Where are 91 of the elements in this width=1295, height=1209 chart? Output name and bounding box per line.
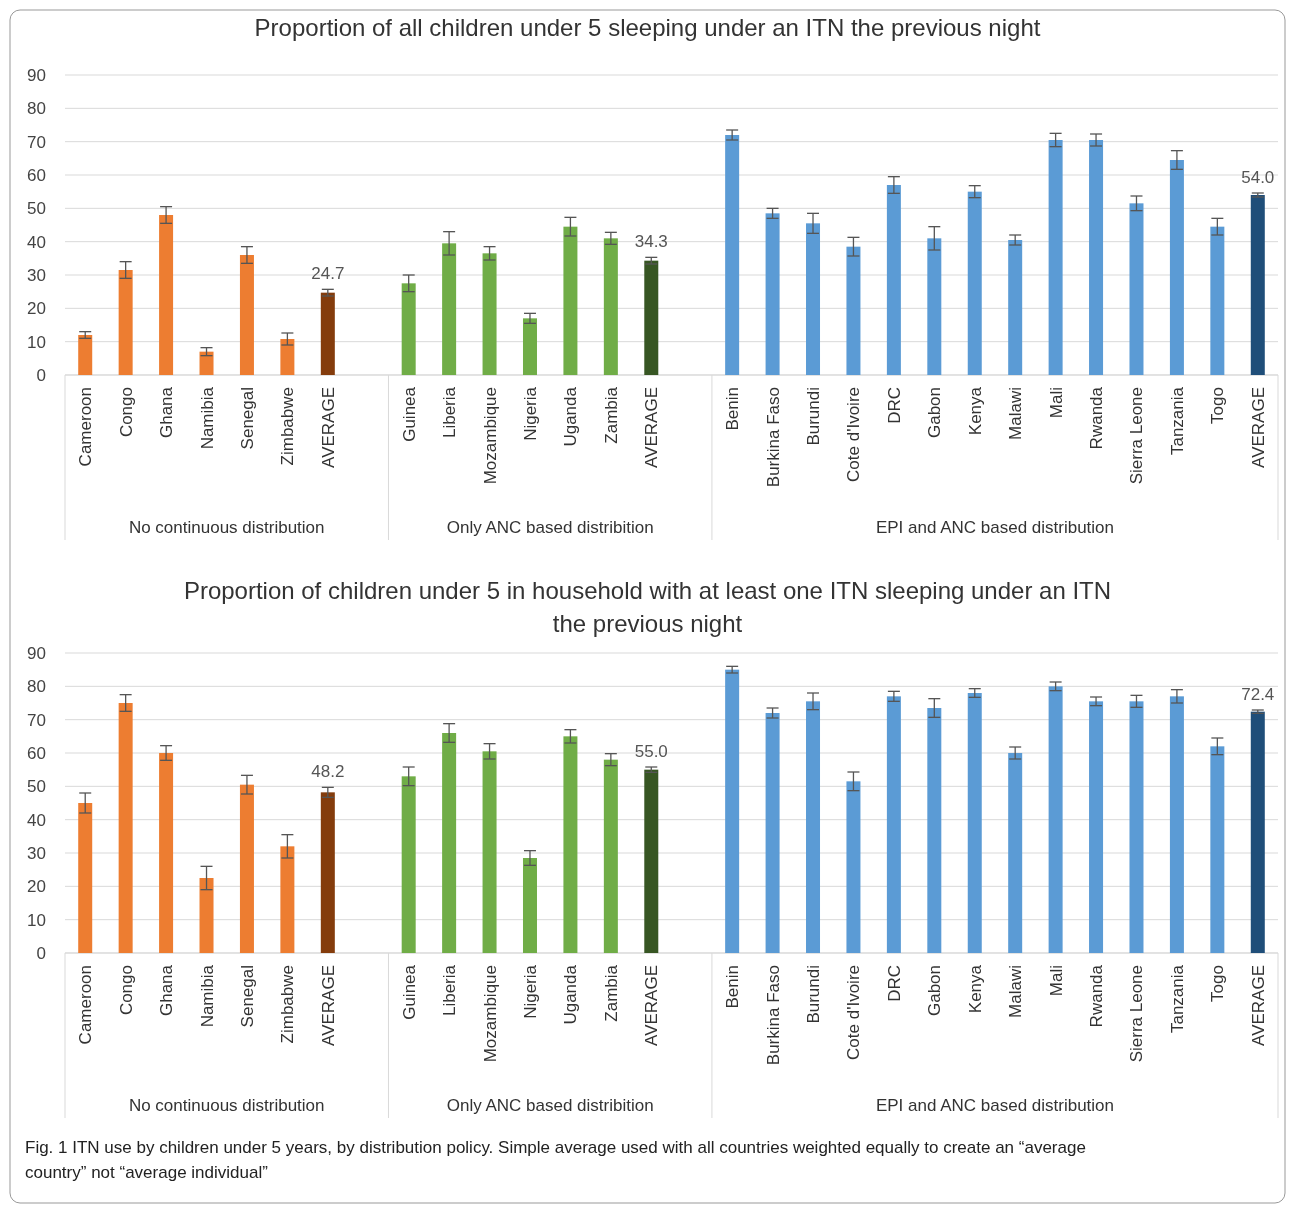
x-tick-label: Burundi xyxy=(804,965,824,1024)
text: Only ANC based distribition xyxy=(446,518,654,537)
x-tick-label: Cote d'Ivoire xyxy=(844,387,864,482)
x-tick-label: Benin xyxy=(723,965,743,1009)
x-tick-label: Rwanda xyxy=(1087,964,1107,1028)
x-tick-label: Ghana xyxy=(157,386,177,439)
y-tick-label: 60 xyxy=(27,165,46,185)
x-tick-label: Togo xyxy=(1208,965,1228,1002)
x-tick-label: Togo xyxy=(1208,387,1228,424)
text: No continuous distribution xyxy=(128,1096,325,1115)
y-tick-label: 30 xyxy=(27,843,46,863)
y-tick-label: 90 xyxy=(27,643,46,663)
x-tick-label: Zimbabwe xyxy=(278,387,298,466)
x-tick-label: Cameroon xyxy=(76,387,96,467)
x-tick-label: AVERAGE xyxy=(1248,965,1268,1046)
x-tick-label: Namibia xyxy=(197,964,217,1028)
text: Only ANC based distribition xyxy=(446,1096,654,1115)
y-tick-label: 90 xyxy=(27,65,46,85)
x-tick-label: Nigeria xyxy=(520,964,540,1019)
x-tick-label: Zambia xyxy=(601,964,621,1022)
y-tick-label: 40 xyxy=(27,232,46,252)
text: EPI and ANC based distribution xyxy=(875,1096,1115,1115)
x-tick-label: AVERAGE xyxy=(642,387,662,468)
y-tick-label: 60 xyxy=(27,743,46,763)
y-tick-label: 70 xyxy=(27,132,46,152)
x-tick-label: Liberia xyxy=(440,386,460,439)
x-tick-label: Malawi xyxy=(1006,387,1026,440)
x-tick-label: AVERAGE xyxy=(642,965,662,1046)
y-tick-label: 20 xyxy=(27,299,46,319)
x-tick-label: Malawi xyxy=(1006,965,1026,1018)
x-tick-label: Mozambique xyxy=(480,387,500,485)
x-tick-label: Zambia xyxy=(601,386,621,444)
y-tick-label: 10 xyxy=(27,910,46,930)
data-label: 54.0 xyxy=(1241,168,1275,187)
x-tick-label: Liberia xyxy=(440,964,460,1017)
x-tick-label: DRC xyxy=(884,965,904,1002)
chart-title: Proportion of children under 5 in household with at least one ITN sleeping under an ITN the previous night xyxy=(183,577,1112,637)
x-tick-label: Rwanda xyxy=(1087,386,1107,450)
x-tick-label: AVERAGE xyxy=(318,387,338,468)
x-tick-label: Kenya xyxy=(965,964,985,1014)
chart-title: Proportion of all children under 5 sleeping under an ITN the previous night xyxy=(254,14,1041,41)
y-tick-label: 80 xyxy=(27,99,46,119)
x-tick-label: Guinea xyxy=(399,964,419,1020)
x-tick-label: Burundi xyxy=(804,387,824,446)
x-tick-label: Senegal xyxy=(237,387,257,450)
x-tick-label: AVERAGE xyxy=(1248,387,1268,468)
data-label: 34.3 xyxy=(634,232,668,252)
x-tick-label: Cameroon xyxy=(76,965,96,1045)
text: EPI and ANC based distribution xyxy=(875,518,1115,537)
x-tick-label: DRC xyxy=(884,387,904,424)
x-tick-label: Guinea xyxy=(399,386,419,442)
x-tick-label: Benin xyxy=(723,387,743,431)
x-tick-label: Senegal xyxy=(237,965,257,1028)
x-tick-label: Burkina Faso xyxy=(763,387,783,488)
x-tick-label: Namibia xyxy=(197,386,217,450)
y-tick-label: 20 xyxy=(27,877,46,897)
x-tick-label: Kenya xyxy=(965,386,985,436)
x-tick-label: Gabon xyxy=(925,965,945,1017)
x-tick-label: Sierra Leone xyxy=(1127,965,1147,1063)
x-tick-label: Nigeria xyxy=(520,386,540,441)
data-label: 55.0 xyxy=(634,742,668,761)
caption: Fig. 1 ITN use by children under 5 years, by distribution policy. Simple average used with all countries weighted equally to create an “average country” not “average individual” xyxy=(25,1138,1086,1182)
x-tick-label: Uganda xyxy=(561,964,581,1025)
x-tick-label: Tanzania xyxy=(1167,964,1187,1034)
y-tick-label: 0 xyxy=(36,365,46,385)
y-tick-label: 10 xyxy=(27,332,46,352)
x-tick-label: Gabon xyxy=(925,387,945,439)
text: No continuous distribution xyxy=(128,518,325,537)
y-tick-label: 0 xyxy=(36,943,46,963)
data-label: 48.2 xyxy=(311,762,345,782)
x-tick-label: Tanzania xyxy=(1167,386,1187,456)
data-label: 72.4 xyxy=(1241,685,1275,704)
y-tick-label: 30 xyxy=(27,265,46,285)
y-tick-label: 40 xyxy=(27,810,46,830)
x-tick-label: Mozambique xyxy=(480,965,500,1063)
x-tick-label: Ghana xyxy=(157,964,177,1017)
data-label: 24.7 xyxy=(311,264,345,284)
x-tick-label: Burkina Faso xyxy=(763,965,783,1066)
y-tick-label: 50 xyxy=(27,777,46,797)
y-tick-label: 50 xyxy=(27,199,46,219)
x-tick-label: Cote d'Ivoire xyxy=(844,965,864,1060)
x-tick-label: Congo xyxy=(116,965,136,1016)
x-tick-label: Uganda xyxy=(561,386,581,447)
x-tick-label: Sierra Leone xyxy=(1127,387,1147,485)
y-tick-label: 80 xyxy=(27,677,46,697)
x-tick-label: Congo xyxy=(116,387,136,438)
x-tick-label: AVERAGE xyxy=(318,965,338,1046)
y-tick-label: 70 xyxy=(27,710,46,730)
x-tick-label: Mali xyxy=(1046,965,1066,997)
x-tick-label: Mali xyxy=(1046,387,1066,419)
x-tick-label: Zimbabwe xyxy=(278,965,298,1044)
